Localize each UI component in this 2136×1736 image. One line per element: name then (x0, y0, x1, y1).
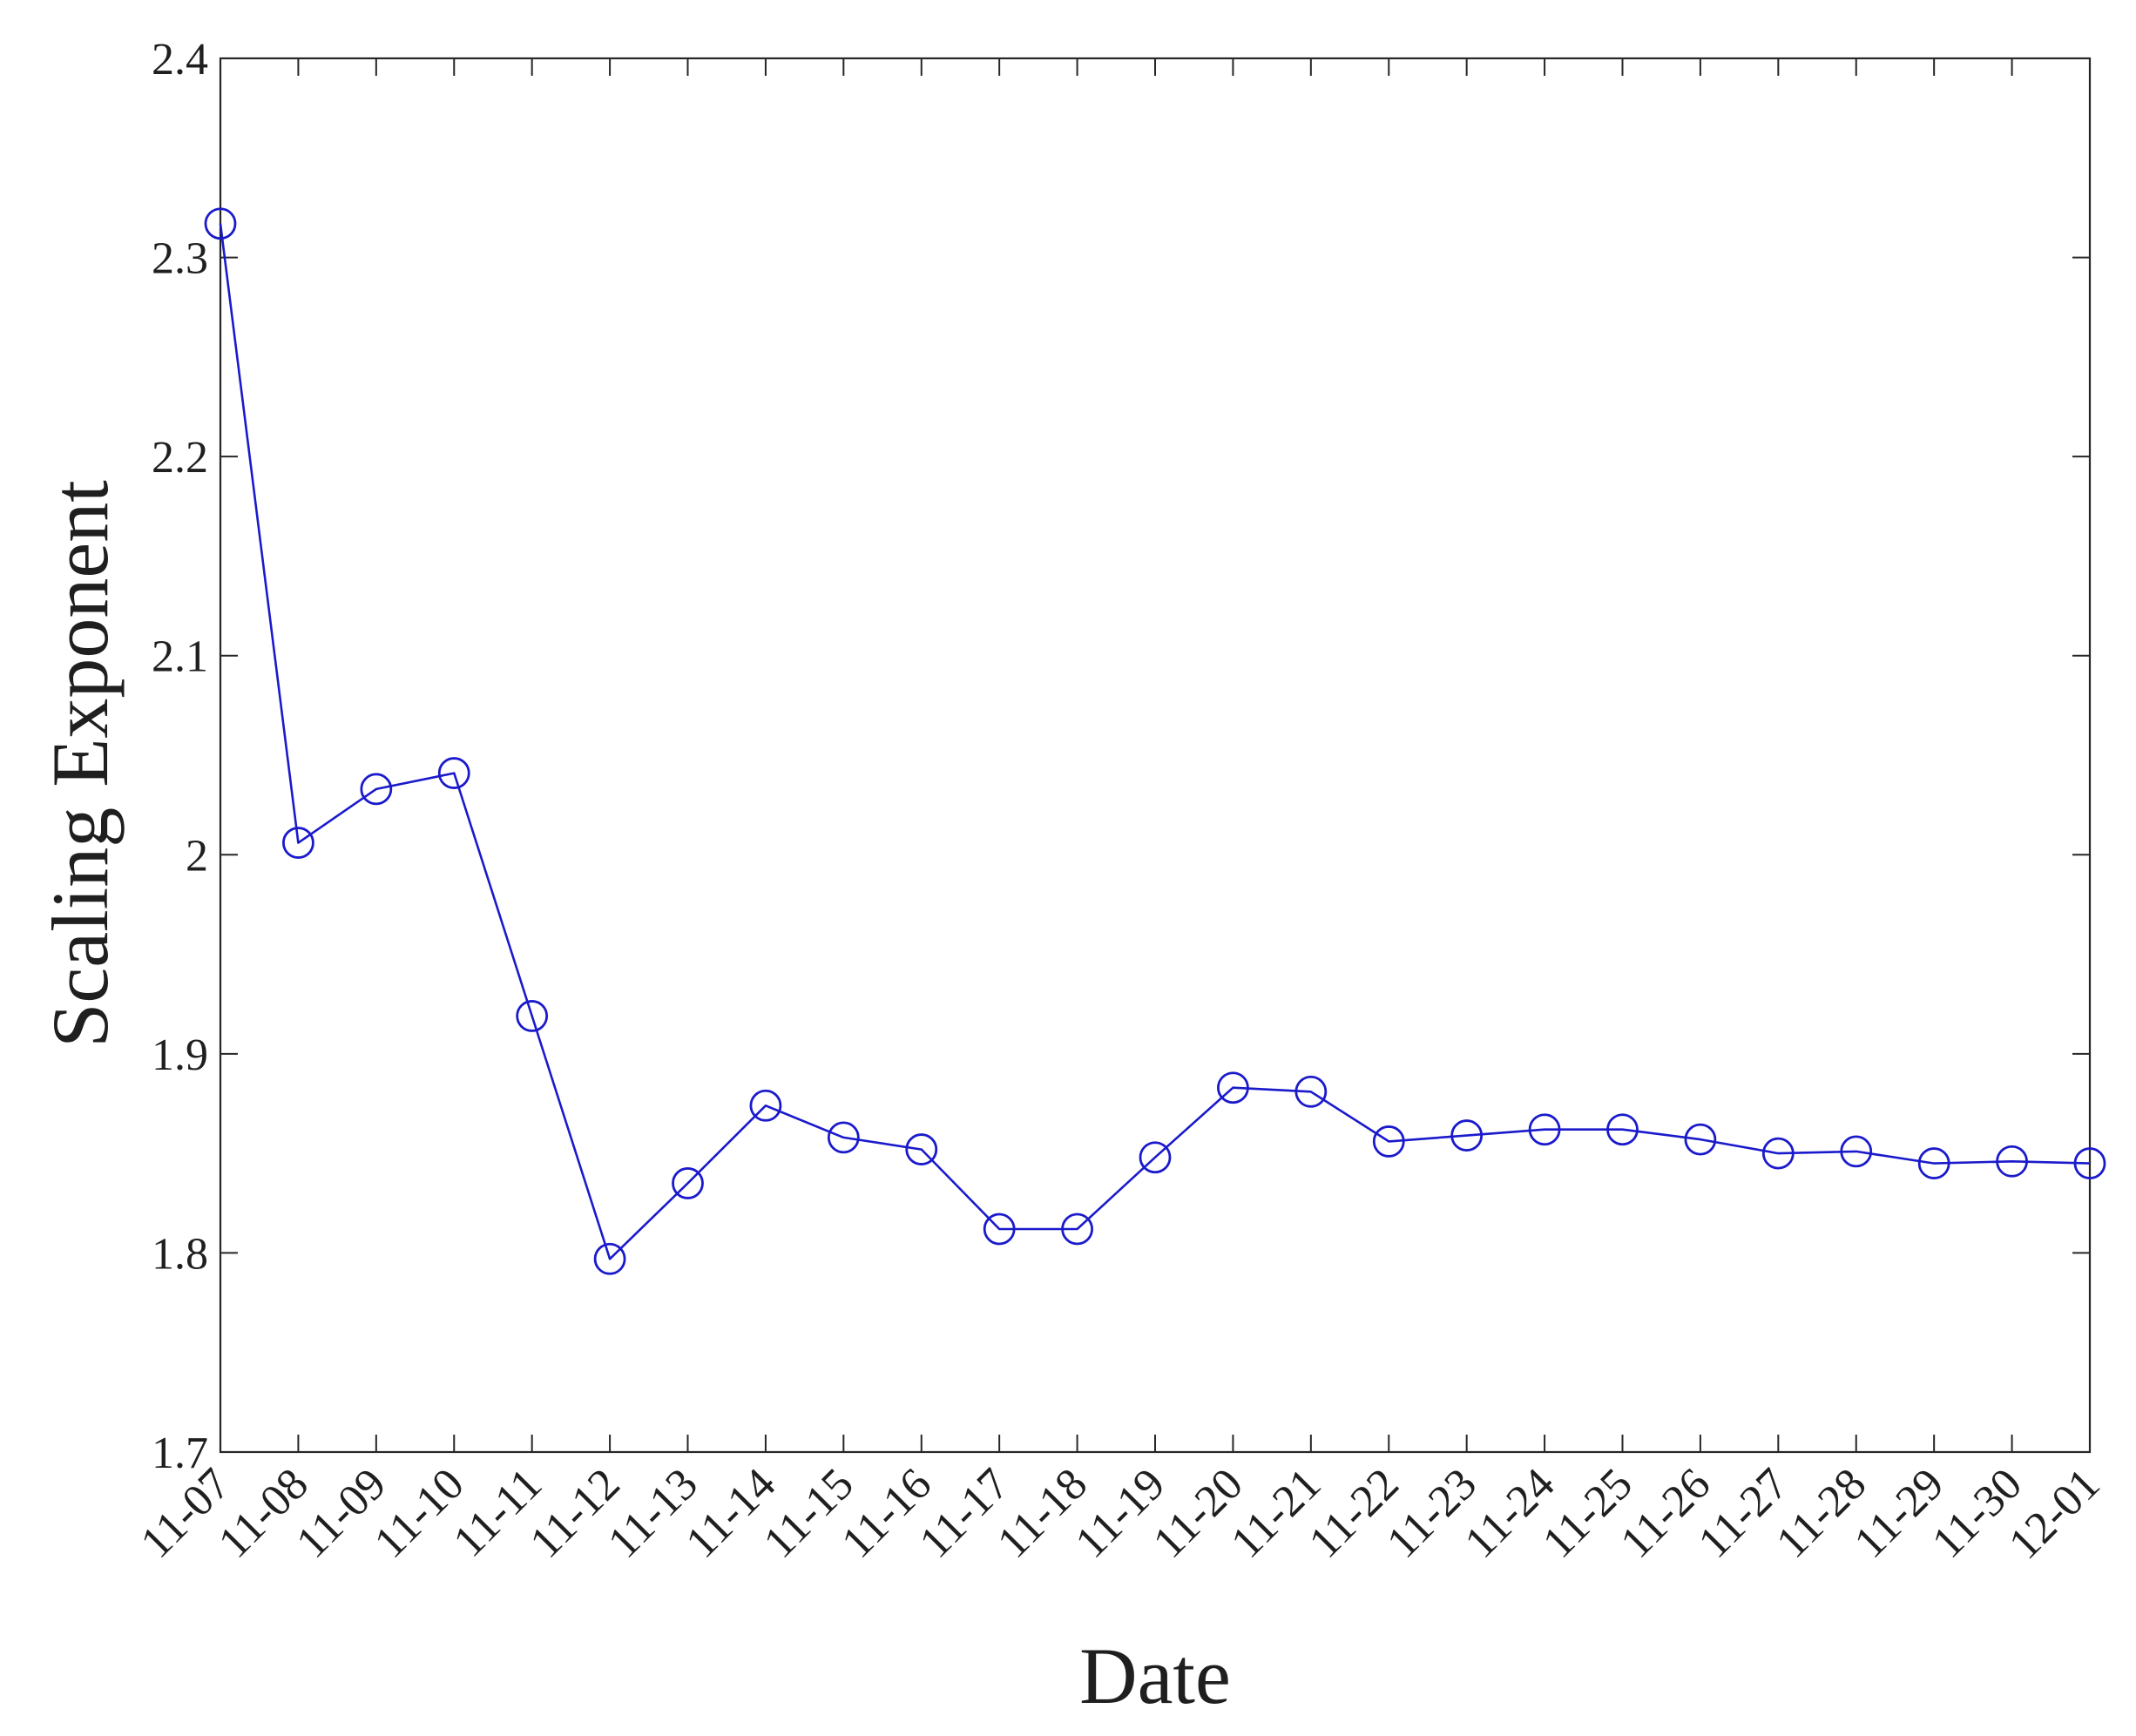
data-point-marker (672, 1167, 704, 1199)
data-point-marker (1139, 1141, 1172, 1174)
data-point-marker (983, 1212, 1016, 1246)
y-tick-label: 2.1 (152, 632, 208, 682)
y-tick-label: 1.9 (152, 1030, 208, 1080)
y-tick-label: 1.8 (152, 1229, 208, 1279)
data-point-marker (1061, 1212, 1093, 1246)
data-point-marker (749, 1089, 782, 1122)
y-tick-label: 2.2 (152, 433, 208, 483)
data-point-marker (282, 827, 314, 859)
data-point-marker (1684, 1123, 1717, 1156)
data-point-marker (2073, 1147, 2106, 1179)
data-point-marker (1294, 1075, 1328, 1108)
data-point-marker (1372, 1125, 1405, 1158)
data-point-marker (1917, 1147, 1950, 1179)
data-point-marker (204, 207, 237, 240)
data-point-marker (827, 1121, 860, 1154)
data-point-marker (1606, 1113, 1639, 1146)
data-point-marker (1761, 1137, 1795, 1170)
data-point-marker (593, 1242, 626, 1275)
y-axis-title: Scaling Exponent (36, 480, 125, 1048)
series-line (219, 223, 2091, 1260)
data-point-marker (1840, 1135, 1873, 1168)
y-tick-label: 2 (186, 831, 208, 881)
y-tick-label: 2.3 (152, 234, 208, 284)
y-tick-label: 2.4 (152, 35, 208, 84)
data-point-marker (516, 1000, 549, 1032)
data-point-marker (437, 757, 470, 789)
data-point-marker (905, 1133, 938, 1165)
data-point-marker (1996, 1145, 2028, 1178)
x-axis-title: Date (1079, 1631, 1231, 1720)
data-point-marker (1450, 1119, 1484, 1152)
y-tick-label: 1.7 (152, 1429, 208, 1478)
data-point-marker (1217, 1071, 1249, 1104)
data-point-marker (360, 773, 393, 806)
data-point-marker (1528, 1113, 1561, 1146)
